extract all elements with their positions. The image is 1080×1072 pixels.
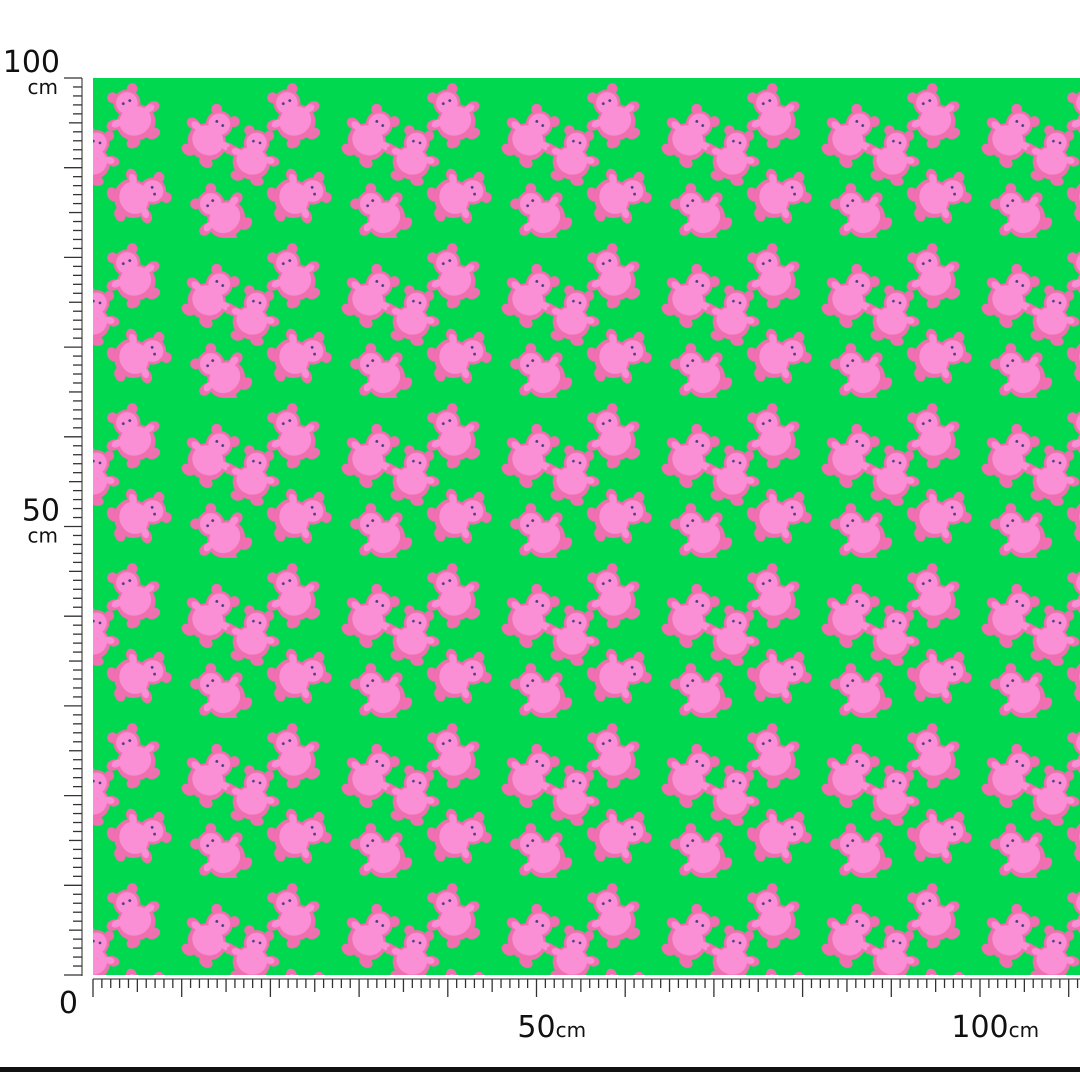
left-ruler-number: 50 [22,494,60,529]
bottom-ruler-label: 100cm [951,1010,1039,1045]
fabric-swatch [93,78,1080,975]
bottom-border [0,1067,1080,1072]
left-ruler-number: 100 [3,45,60,80]
bottom-ruler-unit: cm [556,1018,586,1042]
bottom-ruler-number: 100 [951,1010,1008,1045]
left-ruler-unit: cm [28,524,58,548]
bottom-ruler-label: 50cm [517,1010,586,1045]
ruler-ticks [64,77,1079,997]
origin-label: 0 [59,986,78,1021]
left-ruler-unit: cm [28,75,58,99]
bottom-ruler-unit: cm [1009,1018,1039,1042]
bottom-ruler-number: 50 [517,1010,555,1045]
